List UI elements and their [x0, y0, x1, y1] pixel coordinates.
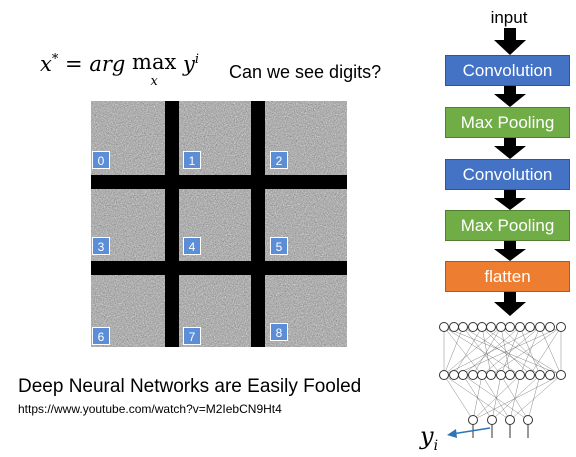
neuron	[477, 370, 487, 380]
neuron	[486, 322, 496, 332]
cell-label-2: 2	[270, 151, 288, 169]
neuron	[525, 322, 535, 332]
output-label: yi	[420, 422, 439, 454]
output-lines	[472, 423, 529, 438]
objective-formula: x* = arg max x yi	[40, 50, 200, 89]
output-pointer-line	[451, 427, 491, 435]
neuron	[439, 322, 449, 332]
neuron	[458, 370, 468, 380]
cell-label-1: 1	[183, 151, 201, 169]
neuron	[458, 322, 468, 332]
output-layer	[468, 415, 533, 425]
neuron	[556, 370, 566, 380]
noise-texture	[91, 101, 347, 347]
neuron	[535, 322, 545, 332]
neuron	[468, 370, 478, 380]
output-neuron	[505, 415, 515, 425]
neuron	[515, 322, 525, 332]
grid-bar-vertical-2	[251, 101, 265, 347]
network-diagram	[439, 28, 566, 438]
cell-label-5: 5	[270, 237, 288, 255]
neuron	[449, 370, 459, 380]
arrow-left-icon	[447, 429, 457, 438]
dense-connections	[443, 326, 562, 421]
cell-label-7: 7	[183, 327, 201, 345]
neuron	[545, 370, 555, 380]
noise-image-grid: 0 1 2 3 4 5 6 7 8	[91, 101, 347, 347]
arrow-down-icon	[494, 292, 526, 316]
grid-bar-horizontal-2	[91, 261, 347, 275]
neuron	[496, 322, 506, 332]
cell-label-4: 4	[183, 237, 201, 255]
neuron	[556, 322, 566, 332]
hidden-layer-1	[439, 322, 566, 332]
arrow-down-icon	[494, 85, 526, 107]
output-neuron	[487, 415, 497, 425]
neuron	[449, 322, 459, 332]
output-neuron	[523, 415, 533, 425]
question-text: Can we see digits?	[229, 62, 382, 82]
block-convolution-1: Convolution	[445, 55, 570, 86]
arrow-down-icon	[494, 28, 526, 55]
grid-bar-vertical-1	[165, 101, 179, 347]
neuron	[496, 370, 506, 380]
neuron	[468, 322, 478, 332]
neuron	[439, 370, 449, 380]
neuron	[477, 322, 487, 332]
cell-label-3: 3	[92, 237, 110, 255]
block-max-pooling-2: Max Pooling	[445, 210, 570, 241]
neuron	[486, 370, 496, 380]
arrow-down-icon	[494, 241, 526, 261]
cell-label-8: 8	[270, 323, 288, 341]
neuron	[505, 370, 515, 380]
cell-label-0: 0	[92, 151, 110, 169]
cell-label-6: 6	[92, 327, 110, 345]
block-max-pooling-1: Max Pooling	[445, 107, 570, 138]
arrow-down-icon	[494, 138, 526, 159]
block-convolution-2: Convolution	[445, 159, 570, 190]
source-url[interactable]: https://www.youtube.com/watch?v=M2IebCN9…	[18, 402, 282, 416]
caption: Deep Neural Networks are Easily Fooled	[18, 376, 362, 397]
neuron	[545, 322, 555, 332]
neuron	[535, 370, 545, 380]
input-label: input	[490, 8, 528, 27]
hidden-layer-2	[439, 370, 566, 380]
grid-bar-horizontal-1	[91, 175, 347, 189]
neuron	[515, 370, 525, 380]
arrow-down-icon	[494, 190, 526, 210]
noise-image	[91, 101, 347, 347]
neuron	[505, 322, 515, 332]
output-neuron	[468, 415, 478, 425]
neuron	[525, 370, 535, 380]
block-flatten: flatten	[445, 261, 570, 292]
